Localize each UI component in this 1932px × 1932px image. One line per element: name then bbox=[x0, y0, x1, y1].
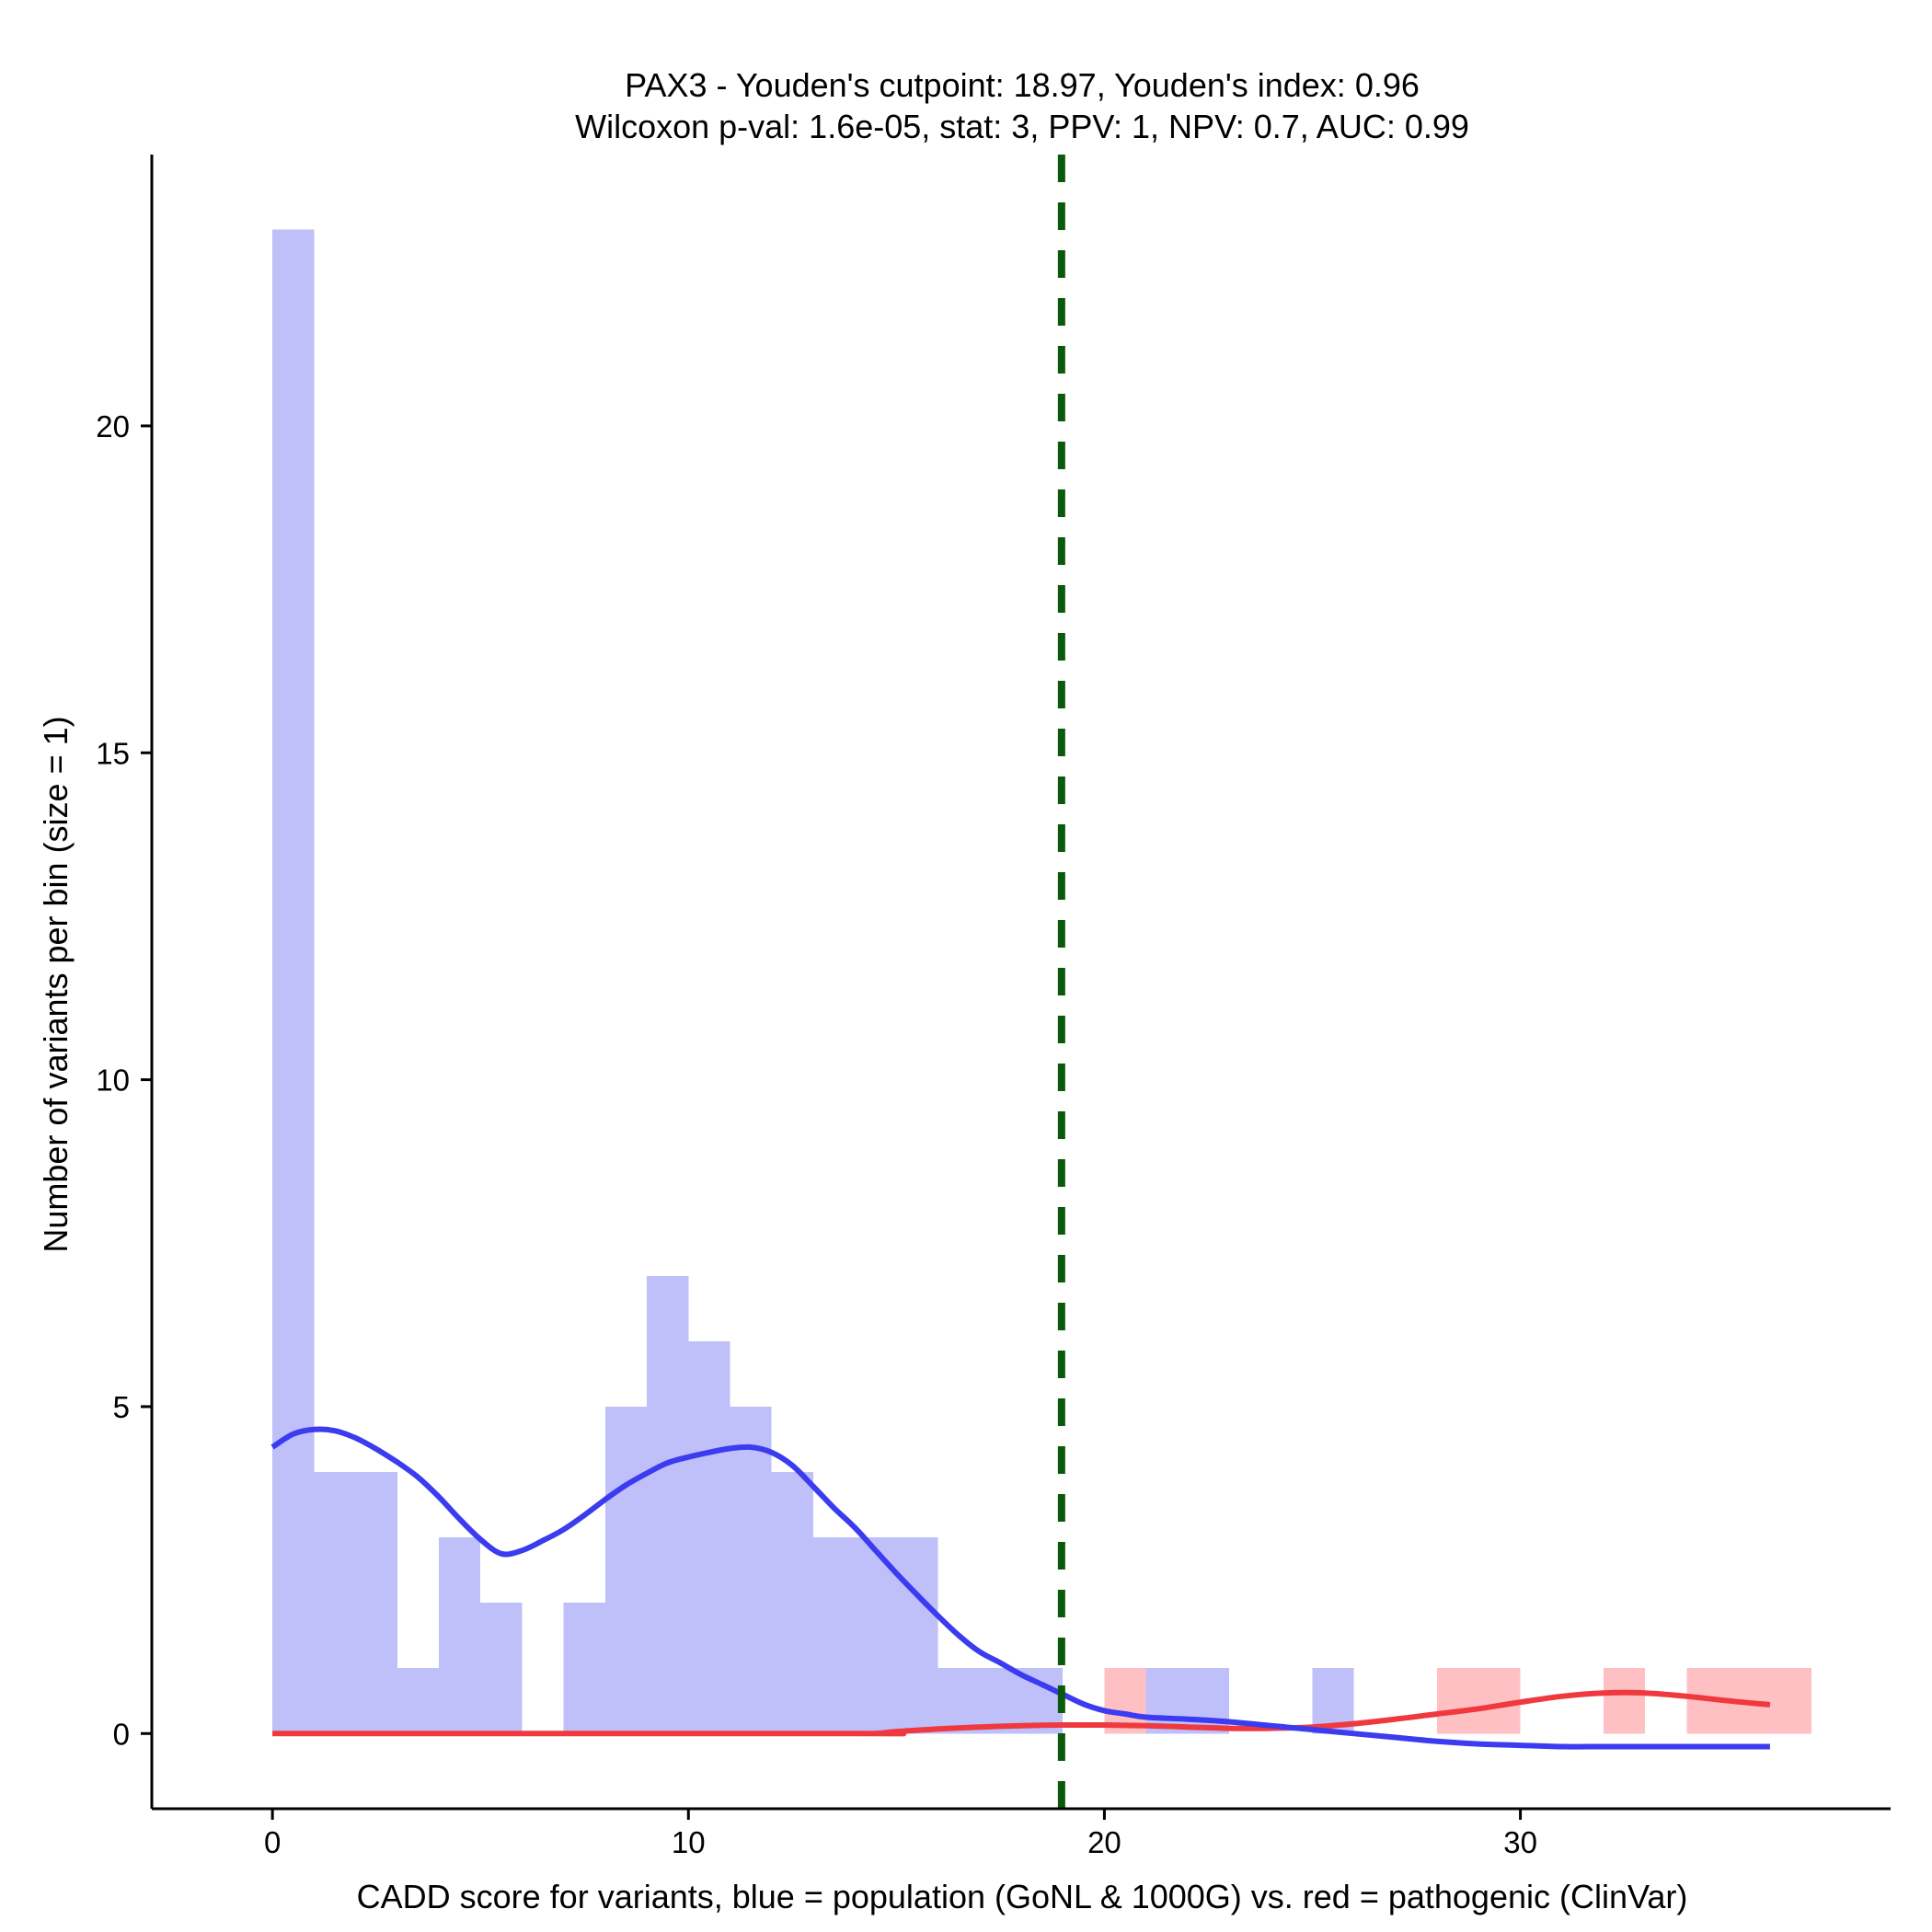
population-histogram-bars bbox=[272, 229, 1354, 1734]
population-bar-15 bbox=[896, 1537, 938, 1734]
population-bar-13 bbox=[812, 1537, 856, 1734]
pathogenic-bar-36 bbox=[1769, 1668, 1812, 1734]
pathogenic-bar-32 bbox=[1604, 1668, 1646, 1734]
x-tick-label-0: 0 bbox=[264, 1825, 281, 1859]
population-bar-10 bbox=[688, 1340, 730, 1734]
pathogenic-bar-28 bbox=[1437, 1668, 1479, 1734]
x-axis-ticks: 0 10 20 30 bbox=[264, 1809, 1537, 1859]
population-bar-9 bbox=[647, 1275, 689, 1734]
y-axis-title: Number of variants per bin (size = 1) bbox=[37, 716, 75, 1252]
population-bar-5 bbox=[480, 1603, 523, 1734]
x-tick-label-10: 10 bbox=[672, 1825, 706, 1859]
y-tick-label-20: 20 bbox=[96, 409, 130, 443]
y-tick-label-5: 5 bbox=[113, 1390, 130, 1424]
population-bar-12 bbox=[771, 1472, 813, 1734]
population-bar-14 bbox=[855, 1537, 897, 1734]
pathogenic-density-curve bbox=[272, 1689, 1771, 1737]
chart-title-line-1: PAX3 - Youden's cutpoint: 18.97, Youden'… bbox=[625, 66, 1420, 104]
population-bar-3 bbox=[397, 1668, 439, 1734]
population-bar-17 bbox=[979, 1668, 1021, 1734]
y-tick-label-10: 10 bbox=[96, 1064, 130, 1098]
pathogenic-histogram-bars bbox=[1104, 1668, 1812, 1734]
y-tick-label-0: 0 bbox=[113, 1717, 130, 1751]
population-bar-4 bbox=[438, 1537, 481, 1734]
population-bar-8 bbox=[604, 1406, 648, 1734]
population-bar-11 bbox=[730, 1406, 772, 1734]
y-tick-label-15: 15 bbox=[96, 736, 130, 770]
x-tick-label-20: 20 bbox=[1087, 1825, 1121, 1859]
population-bar-1 bbox=[314, 1472, 356, 1734]
population-bar-0 bbox=[272, 229, 315, 1734]
population-bar-7 bbox=[563, 1603, 605, 1734]
population-bar-16 bbox=[937, 1668, 980, 1734]
population-bar-2 bbox=[355, 1472, 397, 1734]
y-axis-ticks: 0 5 10 15 20 bbox=[96, 409, 152, 1751]
population-density-curve bbox=[270, 1426, 1770, 1750]
chart-title-line-2: Wilcoxon p-val: 1.6e-05, stat: 3, PPV: 1… bbox=[575, 108, 1469, 145]
x-axis-title: CADD score for variants, blue = populati… bbox=[357, 1878, 1688, 1915]
x-tick-label-30: 30 bbox=[1503, 1825, 1537, 1859]
population-bar-21 bbox=[1145, 1668, 1188, 1734]
